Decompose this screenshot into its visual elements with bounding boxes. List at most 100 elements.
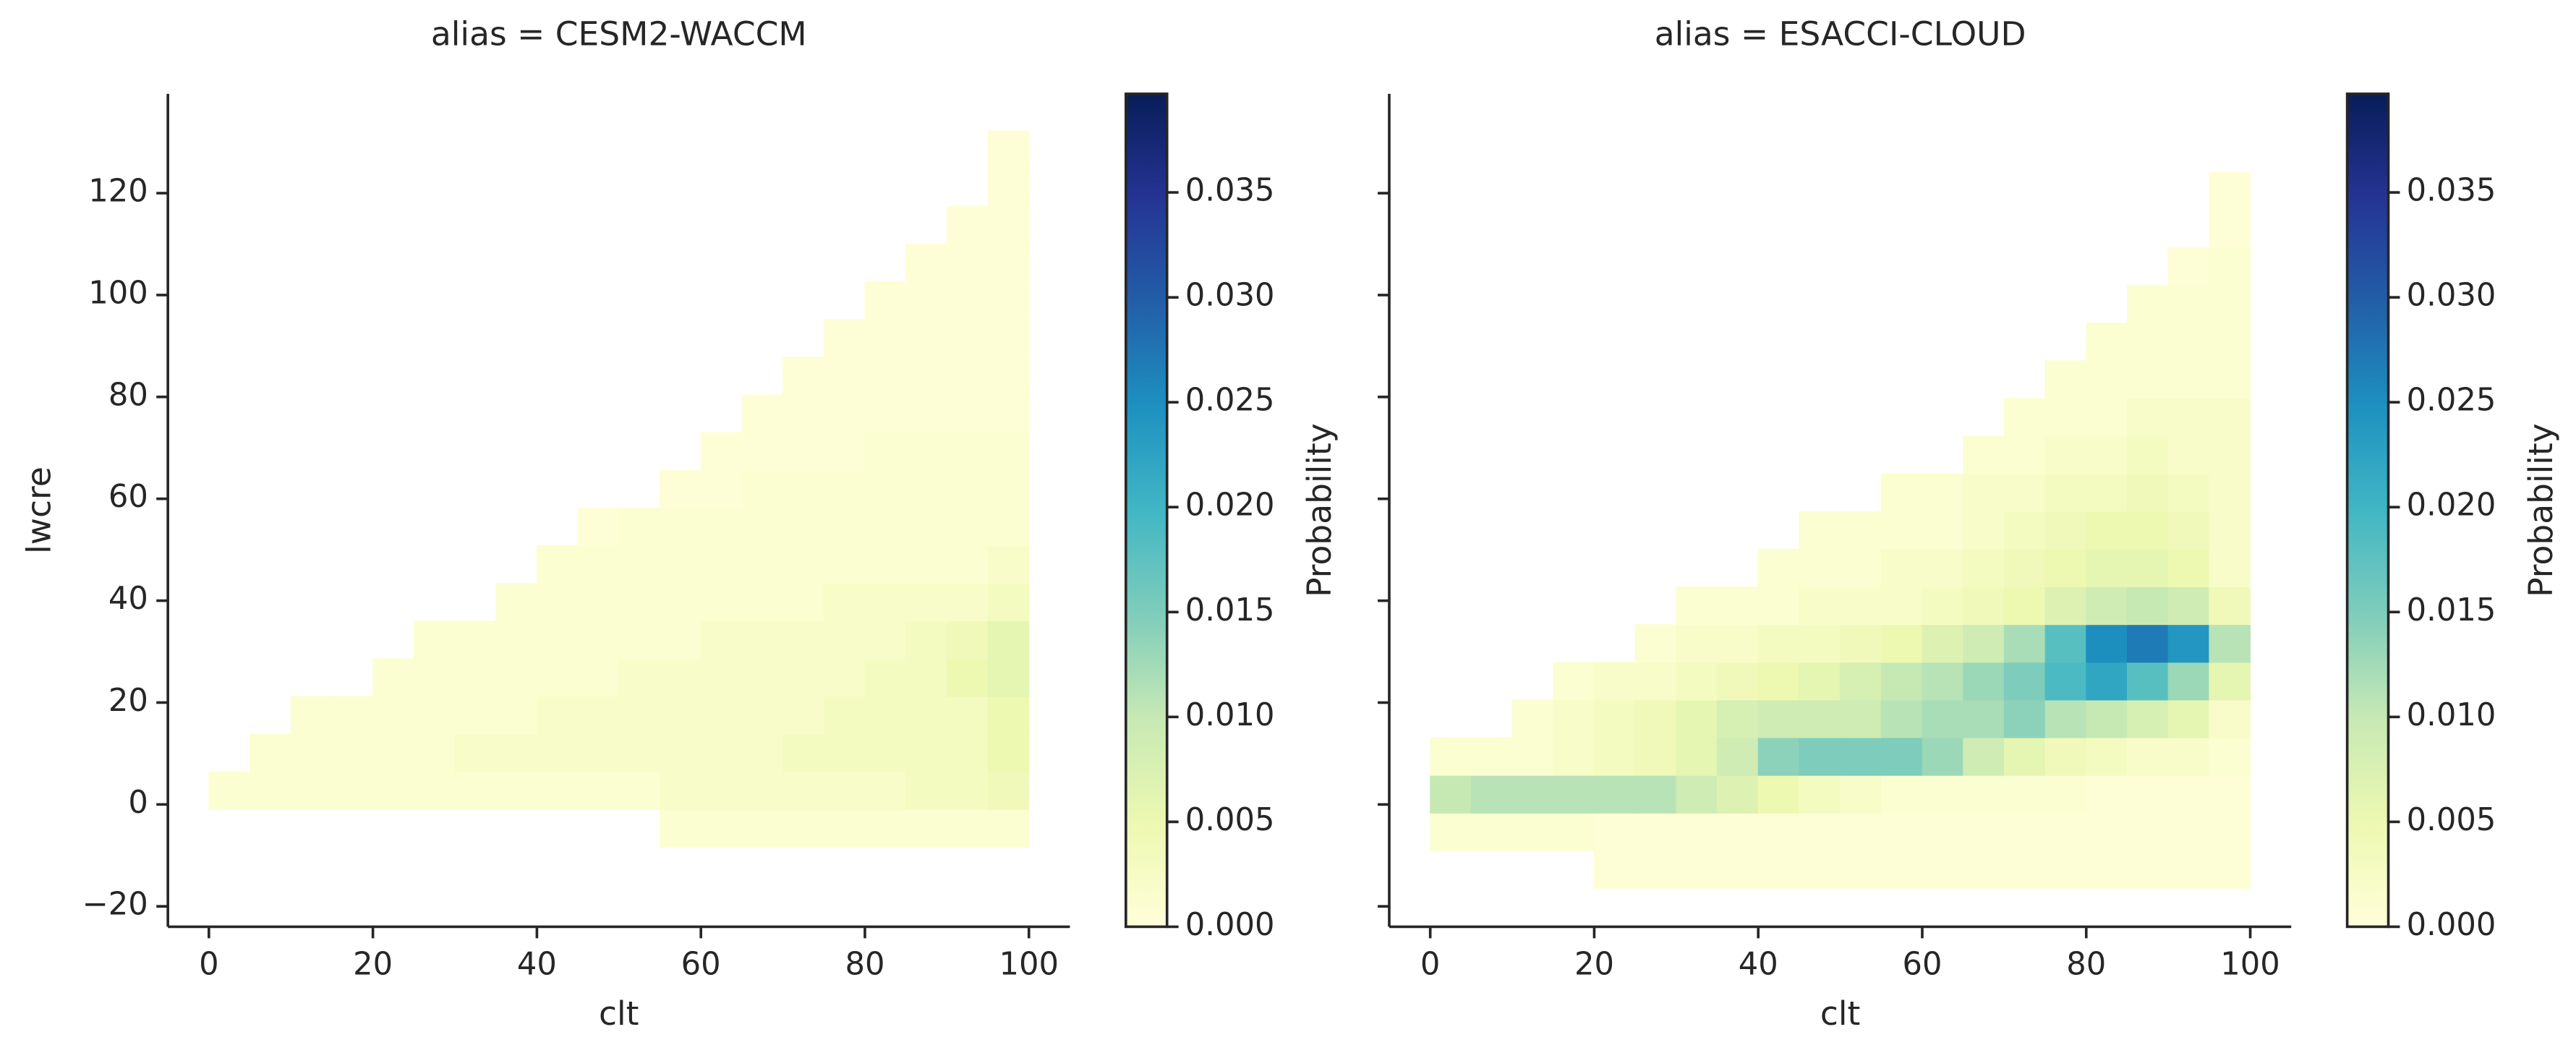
heatmap-cell: [1963, 662, 2005, 701]
heatmap-cell: [1840, 624, 1882, 663]
heatmap-cell: [864, 733, 907, 772]
heatmap-cell: [1880, 812, 1923, 851]
heatmap-cell: [1676, 587, 1718, 626]
heatmap-cell: [1922, 549, 1964, 588]
heatmap-cell: [2127, 360, 2169, 399]
heatmap-cell: [823, 432, 866, 471]
heatmap-cell: [987, 771, 1030, 810]
x-tick-label: 100: [999, 947, 1059, 983]
y-axis-label: lwcre: [20, 466, 58, 554]
heatmap-cell: [1880, 473, 1923, 512]
heatmap-cell: [2127, 549, 2169, 588]
heatmap-cell: [946, 733, 989, 772]
heatmap-cell: [905, 621, 947, 660]
heatmap-cell: [864, 658, 907, 697]
heatmap-cell: [372, 771, 414, 810]
heatmap-cell: [2127, 398, 2169, 437]
heatmap-cell: [2167, 549, 2210, 588]
heatmap-cell: [1634, 812, 1677, 851]
heatmap-cell: [2167, 587, 2210, 626]
heatmap-cell: [741, 394, 784, 433]
heatmap-cell: [1553, 699, 1595, 738]
heatmap-cell: [1922, 624, 1964, 663]
heatmap-cell: [577, 507, 620, 546]
heatmap-cell: [2086, 360, 2128, 399]
heatmap-cell: [782, 432, 824, 471]
heatmap-cell: [782, 621, 824, 660]
heatmap-cell: [618, 733, 660, 772]
heatmap-cell: [741, 771, 784, 810]
heatmap-cell: [2167, 285, 2210, 324]
heatmap-cell: [1922, 511, 1964, 550]
heatmap-cell: [413, 733, 456, 772]
heatmap-cell: [2086, 511, 2128, 550]
heatmap-cell: [2167, 323, 2210, 362]
heatmap-cell: [2127, 511, 2169, 550]
heatmap-cell: [1963, 775, 2005, 814]
heatmap-cell: [2086, 473, 2128, 512]
heatmap-cell: [1430, 737, 1472, 776]
heatmap-cell: [1963, 549, 2005, 588]
heatmap-cell: [2209, 323, 2251, 362]
heatmap-cell: [2209, 549, 2251, 588]
heatmap-cell: [782, 696, 824, 735]
heatmap-cell: [536, 621, 579, 660]
heatmap-cell: [413, 658, 456, 697]
heatmap-cell: [2167, 662, 2210, 701]
heatmap-cell: [1593, 775, 1636, 814]
heatmap-cell: [823, 733, 866, 772]
heatmap-cell: [905, 583, 947, 622]
heatmap-cell: [1922, 699, 1964, 738]
heatmap-cell: [495, 771, 537, 810]
heatmap-cell: [1511, 699, 1554, 738]
heatmap-cell: [864, 469, 907, 508]
heatmap-cell: [782, 733, 824, 772]
heatmap-cell: [2086, 699, 2128, 738]
heatmap-cell: [1922, 473, 1964, 512]
heatmap-cell: [823, 658, 866, 697]
heatmap-cell: [618, 696, 660, 735]
heatmap-cell: [864, 281, 907, 320]
x-tick-label: 80: [845, 947, 884, 983]
heatmap-cell: [2003, 850, 2046, 890]
heatmap-cell: [618, 545, 660, 584]
heatmap-cell: [2003, 398, 2046, 437]
heatmap-cell: [2209, 812, 2251, 851]
heatmap-cell: [700, 658, 743, 697]
heatmap-cell: [1880, 850, 1923, 890]
colorbar-tick-label: 0.015: [1185, 592, 1275, 628]
heatmap-cell: [946, 771, 989, 810]
chart-title: alias = CESM2-WACCM: [431, 15, 807, 54]
heatmap-cell: [1717, 624, 1759, 663]
heatmap-cell: [2209, 624, 2251, 663]
heatmap-cell: [660, 583, 701, 622]
colorbar-tick-label: 0.005: [2407, 802, 2496, 838]
heatmap-cell: [987, 205, 1030, 244]
colorbar-tick-label: 0.025: [1185, 383, 1275, 419]
heatmap-cell: [741, 545, 784, 584]
x-tick-label: 20: [1574, 947, 1614, 983]
heatmap-cell: [372, 733, 414, 772]
heatmap-cell: [1634, 662, 1677, 701]
heatmap-cell: [2086, 775, 2128, 814]
heatmap-cell: [1553, 812, 1595, 851]
heatmap-cell: [618, 658, 660, 697]
heatmap-cell: [495, 583, 537, 622]
heatmap-cell: [2003, 812, 2046, 851]
heatmap-cell: [495, 696, 537, 735]
heatmap-cell: [987, 621, 1030, 660]
heatmap-cell: [905, 809, 947, 848]
heatmap-cell: [1840, 699, 1882, 738]
x-tick-label: 60: [1902, 947, 1942, 983]
heatmap-cell: [864, 507, 907, 546]
heatmap-cell: [741, 621, 784, 660]
heatmap-cell: [2127, 699, 2169, 738]
heatmap-cell: [782, 809, 824, 848]
colorbar-tick-label: 0.010: [2407, 697, 2496, 733]
heatmap-cell: [2167, 247, 2210, 286]
heatmap-cell: [987, 733, 1030, 772]
heatmap-cell: [2127, 285, 2169, 324]
heatmap-cell: [1553, 775, 1595, 814]
heatmap-cell: [2044, 511, 2087, 550]
